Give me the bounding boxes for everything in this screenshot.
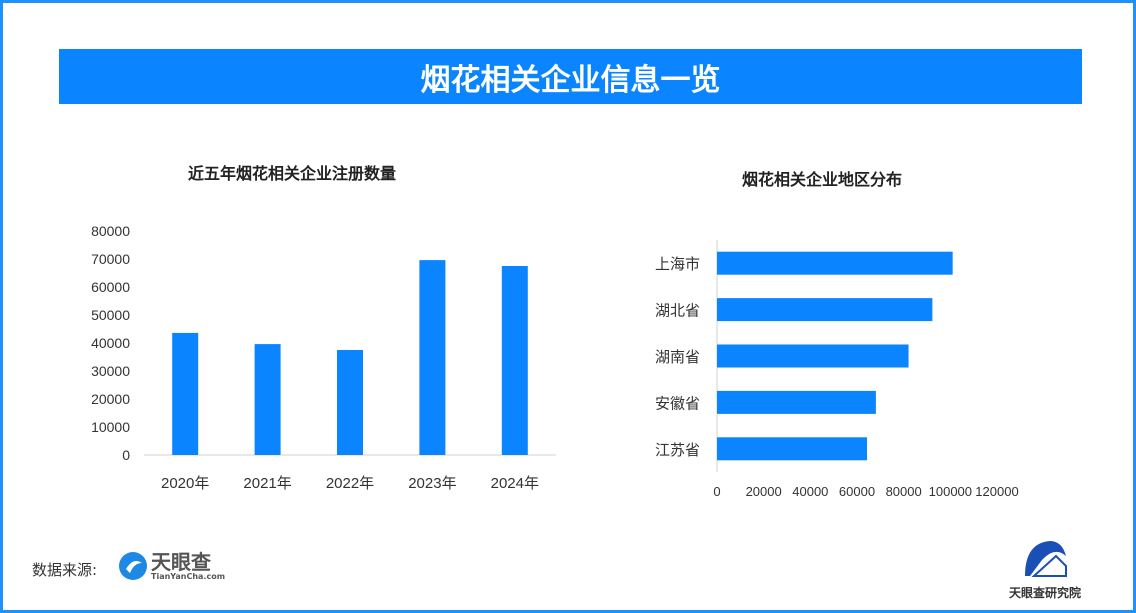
page-title: 烟花相关企业信息一览 (59, 49, 1082, 104)
tianyancha-logo-icon (119, 552, 147, 580)
institute-logo-icon (1025, 541, 1067, 577)
logo-subtext: TianYanCha.com (151, 571, 226, 581)
institute-name: 天眼查研究院 (1008, 586, 1081, 600)
institute-logo: 天眼查研究院 (995, 538, 1095, 601)
chart-title-right: 烟花相关企业地区分布 (742, 170, 903, 189)
chart-title-left: 近五年烟花相关企业注册数量 (188, 164, 397, 183)
tianyancha-logo: 天眼查 TianYanCha.com (118, 551, 225, 581)
source-label: 数据来源: (32, 561, 98, 579)
logo-text: 天眼查 (151, 549, 211, 574)
